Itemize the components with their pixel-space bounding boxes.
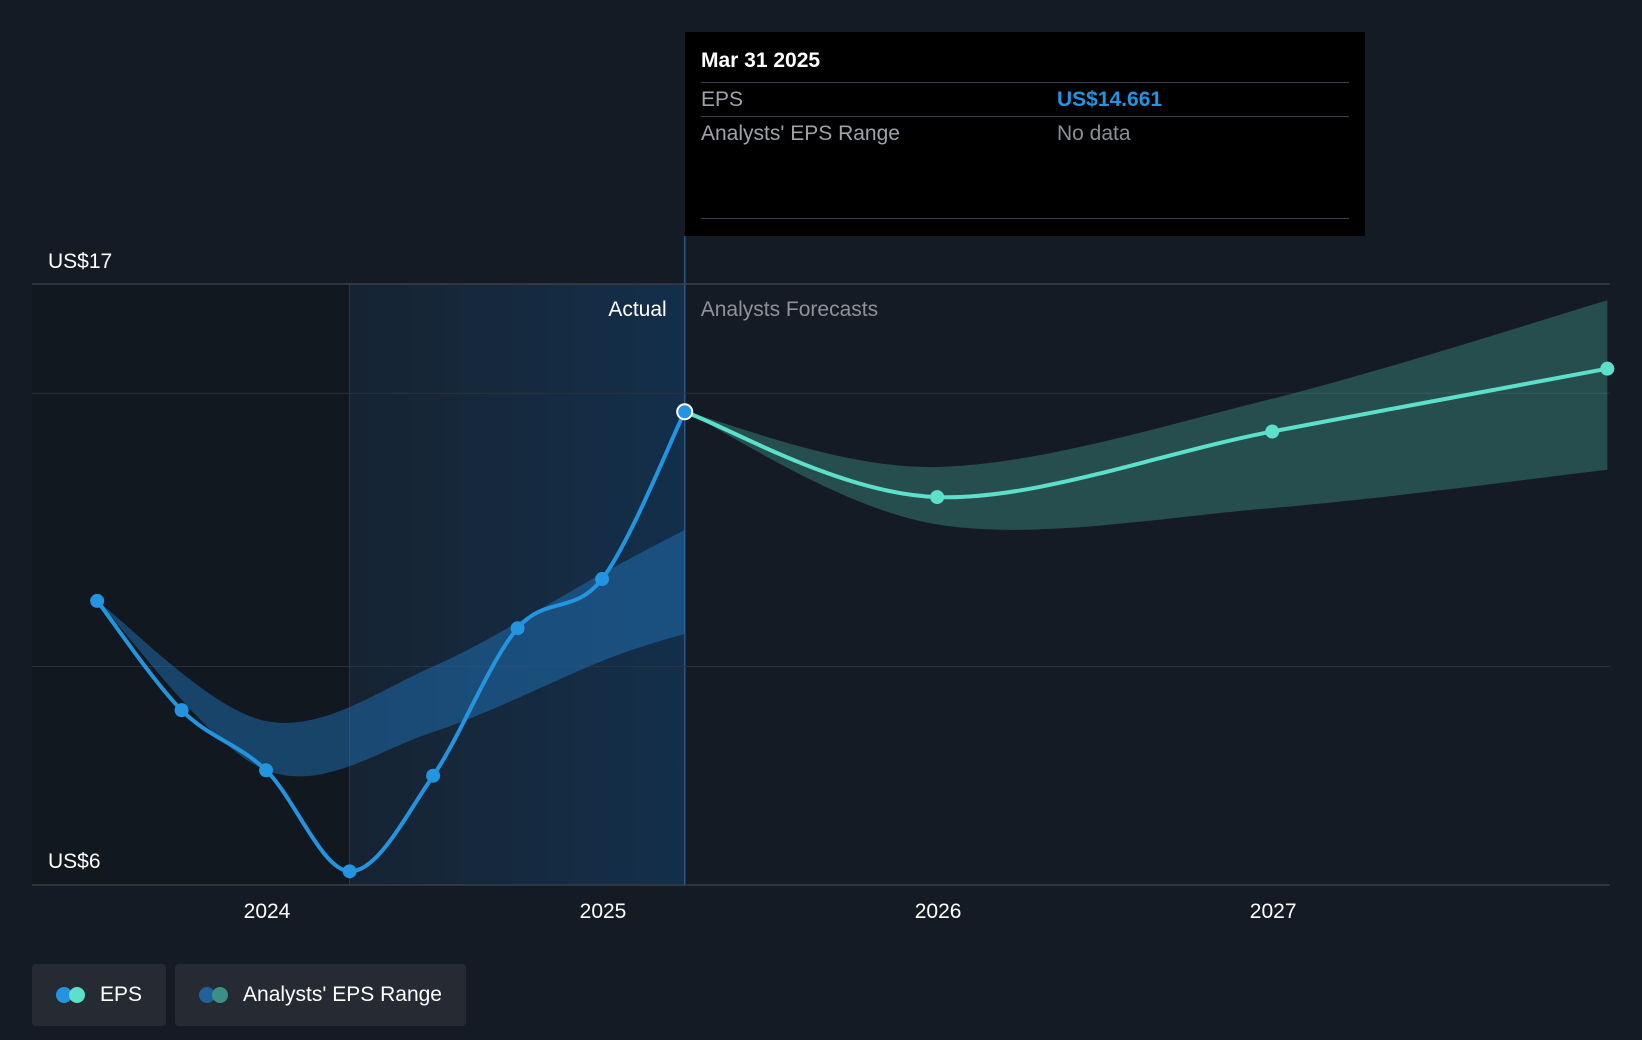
- actual-label: Actual: [608, 298, 666, 321]
- eps-point: [426, 768, 441, 783]
- eps-point: [90, 593, 105, 608]
- tooltip-eps-label: EPS: [701, 88, 744, 111]
- y-label-bottom: US$6: [48, 850, 101, 873]
- legend: EPS Analysts' EPS Range: [32, 964, 466, 1026]
- eps-forecast-point: [1265, 424, 1280, 439]
- tooltip-eps-value: US$14.661: [1057, 88, 1163, 111]
- eps-point: [259, 763, 274, 778]
- legend-item-eps[interactable]: EPS: [32, 964, 167, 1026]
- eps-hover-point: [676, 403, 694, 421]
- forecast-label: Analysts Forecasts: [701, 298, 878, 321]
- x-tick-label: 2026: [915, 900, 962, 923]
- tooltip-row-range: Analysts' EPS Range No data: [701, 116, 1349, 150]
- eps-point: [510, 621, 525, 636]
- tooltip-divider: [701, 218, 1349, 219]
- legend-item-eps-range[interactable]: Analysts' EPS Range: [175, 964, 466, 1026]
- eps-point: [174, 703, 189, 718]
- eps-forecast-point: [1600, 361, 1615, 376]
- eps-forecast-point: [930, 490, 945, 505]
- x-tick-label: 2025: [580, 900, 627, 923]
- legend-range-swatch-icon: [199, 987, 229, 1003]
- legend-eps-swatch-icon: [56, 987, 86, 1003]
- tooltip-range-value: No data: [1057, 122, 1131, 145]
- tooltip-date: Mar 31 2025: [701, 49, 821, 72]
- eps-forecast-line: [682, 366, 1610, 500]
- eps-point: [595, 572, 610, 587]
- x-tick-label: 2027: [1250, 900, 1297, 923]
- tooltip-row-eps: EPS US$14.661: [701, 82, 1349, 116]
- tooltip-range-label: Analysts' EPS Range: [701, 122, 900, 145]
- legend-eps-label: EPS: [100, 983, 143, 1006]
- highlight-region-bg: [349, 284, 685, 885]
- eps-point: [342, 864, 357, 879]
- eps-range-band-past: [97, 529, 685, 777]
- y-label-top: US$17: [48, 250, 112, 273]
- legend-range-label: Analysts' EPS Range: [243, 983, 442, 1006]
- eps-range-band-forecast: [684, 300, 1608, 530]
- x-tick-label: 2024: [244, 900, 291, 923]
- tooltip: Mar 31 2025 EPS US$14.661 Analysts' EPS …: [685, 32, 1365, 236]
